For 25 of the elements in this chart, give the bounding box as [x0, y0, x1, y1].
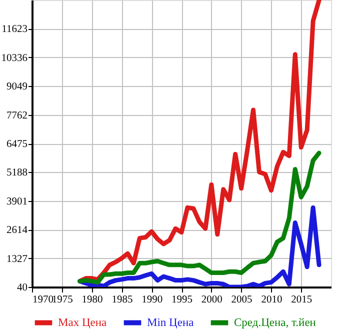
y-tick-label: 9049: [6, 82, 28, 93]
line-series: [78, 150, 322, 285]
y-tick-label: 3901: [6, 196, 28, 208]
legend-label: Max Цена: [58, 316, 107, 329]
y-tick-label: 5188: [6, 168, 28, 179]
y-tick-label: 6475: [6, 139, 28, 150]
line-series: [78, 205, 322, 287]
legend-label: Min Цена: [147, 316, 194, 329]
x-tick-label: 1980: [82, 294, 103, 306]
y-tick-label: 7762: [6, 110, 28, 122]
x-tick-label: 1975: [52, 294, 73, 306]
x-tick-label: 2010: [261, 294, 282, 306]
y-tick-label: 11623: [2, 24, 28, 36]
y-tick-label: 10336: [1, 52, 28, 64]
y-tick-label: 2614: [6, 225, 28, 236]
legend-label: Сред.Цена, т.йен: [234, 316, 316, 329]
x-tick-label: 1990: [142, 294, 163, 306]
x-tick-label: 2000: [201, 294, 222, 306]
x-tick-label: 2005: [231, 294, 252, 306]
y-tick-label: 1327: [6, 254, 28, 265]
x-tick-label: 2015: [291, 294, 312, 306]
x-tick-label: 1995: [172, 294, 192, 306]
y-tick-label: 40: [17, 282, 28, 294]
x-tick-label: 1970: [32, 294, 54, 306]
x-tick-label: 1985: [112, 294, 133, 306]
